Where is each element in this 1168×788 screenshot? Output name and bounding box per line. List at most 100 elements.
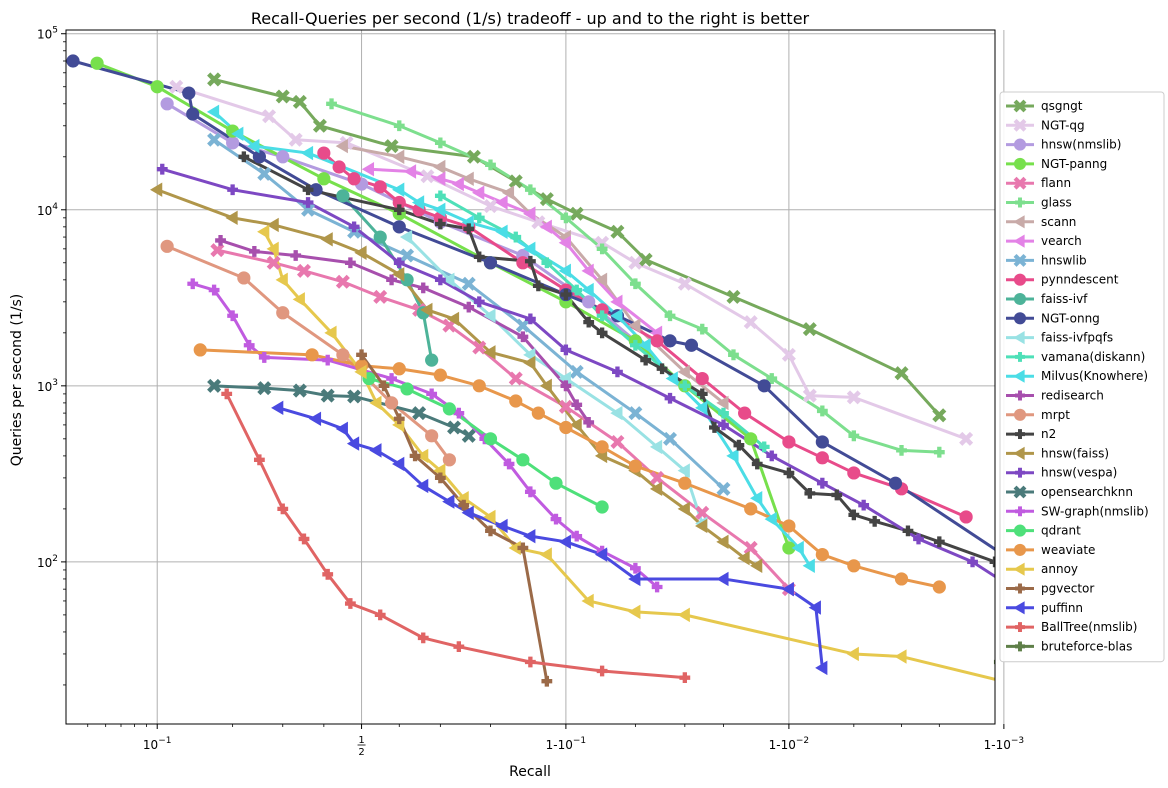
point-qsgngt bbox=[802, 322, 817, 337]
point-redisearch bbox=[463, 301, 475, 313]
legend-swatch-marker bbox=[1015, 390, 1025, 401]
point-qsgngt bbox=[569, 206, 584, 221]
point-hnsw-faiss bbox=[483, 345, 496, 360]
point-ngt-onng bbox=[888, 476, 903, 490]
point-redisearch bbox=[215, 235, 226, 246]
point-hnsw-nmslib bbox=[160, 97, 174, 111]
point-puffinn bbox=[495, 518, 508, 534]
point-milvus-knowhere bbox=[695, 400, 708, 416]
legend-swatch-marker bbox=[1013, 369, 1025, 383]
point-flann bbox=[650, 470, 665, 485]
point-mrpt bbox=[442, 453, 456, 467]
point-annoy bbox=[846, 646, 859, 662]
point-sw-graph-nmslib bbox=[571, 530, 583, 542]
x-tick-label-half-den: 2 bbox=[358, 747, 364, 758]
point-milvus-knowhere bbox=[300, 145, 314, 161]
point-balltree-nmslib bbox=[524, 656, 536, 668]
legend-item-puffinn: puffinn bbox=[1006, 601, 1083, 615]
legend-label: weaviate bbox=[1041, 543, 1095, 557]
legend-item-n2: n2 bbox=[1006, 427, 1056, 441]
legend-swatch-marker bbox=[1015, 351, 1025, 362]
point-hnsw-vespa bbox=[302, 197, 314, 208]
point-annoy bbox=[275, 272, 288, 288]
point-sw-graph-nmslib bbox=[503, 458, 515, 470]
point-milvus-knowhere bbox=[581, 282, 594, 298]
point-flann bbox=[266, 255, 281, 270]
point-scann bbox=[433, 159, 446, 175]
legend-item-ngt-onng: NGT-onng bbox=[1006, 311, 1100, 325]
point-weaviate bbox=[193, 343, 207, 357]
point-mrpt bbox=[336, 348, 350, 362]
point-hnsw-faiss bbox=[539, 378, 552, 394]
point-annoy bbox=[416, 448, 429, 464]
point-weaviate bbox=[392, 362, 406, 376]
point-redisearch bbox=[583, 416, 595, 428]
legend-label: NGT-onng bbox=[1041, 311, 1100, 325]
point-vearch bbox=[361, 162, 375, 177]
point-weaviate bbox=[782, 519, 796, 533]
point-pgvector bbox=[434, 472, 446, 484]
point-redisearch bbox=[344, 257, 356, 269]
point-hnsw-faiss bbox=[150, 182, 163, 197]
point-hnswlib bbox=[301, 202, 316, 217]
point-vearch bbox=[451, 176, 464, 192]
point-qsgngt bbox=[466, 149, 481, 164]
legend-item-flann: flann bbox=[1006, 176, 1071, 190]
point-ngt-qg bbox=[802, 388, 817, 403]
legend-item-pgvector: pgvector bbox=[1006, 582, 1094, 596]
point-flann bbox=[373, 289, 388, 304]
legend-label: redisearch bbox=[1041, 389, 1104, 403]
legend-swatch-marker bbox=[1013, 118, 1027, 132]
point-ngt-onng bbox=[392, 220, 406, 234]
point-milvus-knowhere bbox=[433, 202, 446, 217]
point-scann bbox=[594, 272, 608, 288]
point-hnsw-nmslib bbox=[226, 136, 240, 150]
point-pynndescent bbox=[782, 435, 796, 449]
point-hnsw-faiss bbox=[225, 210, 238, 226]
point-puffinn bbox=[308, 411, 322, 426]
legend-swatch-marker bbox=[1013, 524, 1027, 537]
point-n2 bbox=[532, 280, 544, 292]
point-annoy bbox=[508, 540, 521, 556]
point-puffinn bbox=[558, 534, 571, 550]
legend-label: Milvus(Knowhere) bbox=[1041, 369, 1148, 383]
point-qsgngt bbox=[292, 94, 307, 109]
point-ngt-qg bbox=[628, 255, 643, 270]
point-qsgngt bbox=[508, 174, 523, 189]
point-weaviate bbox=[932, 580, 946, 594]
legend-label: hnsw(nmslib) bbox=[1041, 138, 1121, 152]
point-vamana-diskann bbox=[434, 190, 446, 202]
point-hnswlib bbox=[207, 132, 222, 147]
point-glass bbox=[696, 323, 708, 335]
point-milvus-knowhere bbox=[247, 138, 260, 154]
point-annoy bbox=[354, 364, 367, 380]
point-weaviate bbox=[894, 572, 909, 586]
point-glass bbox=[664, 310, 676, 322]
legend-item-faiss-ivfpqfs: faiss-ivfpqfs bbox=[1006, 331, 1113, 345]
point-ngt-qg bbox=[781, 347, 796, 362]
legend-swatch-marker bbox=[1013, 312, 1027, 325]
point-n2 bbox=[989, 556, 995, 568]
legend-label: glass bbox=[1041, 196, 1072, 210]
point-vamana-diskann bbox=[510, 231, 522, 243]
point-n2 bbox=[709, 422, 720, 433]
point-mrpt bbox=[425, 429, 439, 443]
y-axis-label: Queries per second (1/s) bbox=[9, 294, 25, 466]
point-n2 bbox=[238, 151, 250, 163]
legend-swatch-marker bbox=[1013, 234, 1025, 248]
point-ngt-onng bbox=[252, 150, 266, 164]
point-milvus-knowhere bbox=[726, 448, 739, 464]
point-hnsw-faiss bbox=[569, 417, 582, 433]
legend-swatch-marker bbox=[1013, 543, 1027, 556]
point-opensearchknn bbox=[292, 383, 307, 398]
point-ngt-panng bbox=[90, 56, 104, 70]
point-annoy bbox=[894, 649, 907, 664]
point-mrpt bbox=[160, 239, 174, 253]
point-flann bbox=[743, 540, 758, 555]
legend-label: qdrant bbox=[1041, 524, 1081, 538]
point-qsgngt bbox=[384, 139, 399, 154]
legend-label: n2 bbox=[1041, 427, 1056, 441]
point-vearch bbox=[495, 195, 508, 210]
legend-swatch-marker bbox=[1015, 197, 1025, 208]
point-puffinn bbox=[369, 443, 382, 458]
